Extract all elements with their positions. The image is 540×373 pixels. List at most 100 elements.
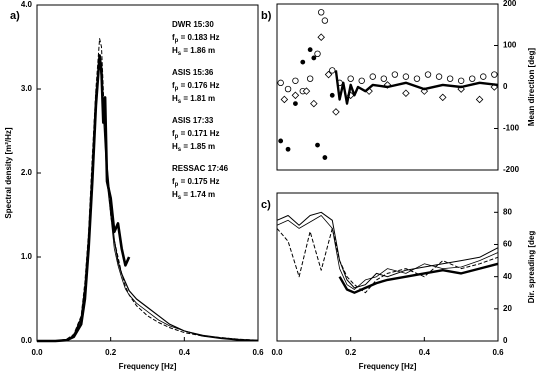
point [302, 87, 311, 95]
data-line [37, 38, 259, 342]
x-tick-label: 0.4 [419, 348, 431, 357]
subscript: p [175, 134, 179, 140]
point [402, 89, 410, 97]
y-tick-label: 200 [503, 0, 517, 8]
point [280, 95, 289, 104]
y-axis-label: Dir. spreading [deg [527, 231, 536, 304]
subscript: s [178, 51, 182, 57]
point [438, 93, 447, 102]
subscript: s [178, 99, 182, 105]
subscript: s [178, 147, 182, 153]
point [329, 92, 335, 98]
subscript: p [175, 38, 179, 44]
y-tick-label: 3.0 [21, 84, 33, 93]
point [314, 50, 321, 57]
x-tick-label: 0.6 [252, 348, 264, 357]
y-tick-label: 20 [503, 304, 512, 313]
point [310, 99, 318, 108]
point [321, 17, 329, 24]
annotation-line: fp = 0.176 Hz [172, 81, 219, 91]
point [369, 73, 376, 80]
y-tick-label: 4.0 [21, 0, 33, 9]
subscript: s [178, 195, 182, 201]
annotation-line: fp = 0.171 Hz [172, 129, 219, 139]
point [322, 155, 328, 160]
x-tick-label: 0.6 [492, 348, 504, 357]
point [358, 77, 365, 84]
x-tick-label: 0.2 [105, 348, 117, 357]
annotation-text: = 1.86 m [181, 46, 215, 55]
point [380, 75, 388, 82]
annotation-text: = 0.176 Hz [178, 81, 219, 90]
x-axis-label: Frequency [Hz] [119, 362, 177, 371]
point [311, 55, 317, 61]
annotation-text: = 1.74 m [181, 190, 215, 199]
point [277, 79, 284, 87]
point [285, 146, 291, 152]
point [402, 73, 410, 80]
y-tick-label: 1.0 [21, 252, 33, 261]
point [306, 75, 314, 82]
panel-label: a) [10, 10, 20, 22]
point [469, 75, 476, 82]
data-line [276, 227, 499, 294]
data-line [37, 63, 259, 342]
y-tick-label: -200 [503, 165, 520, 174]
point [300, 59, 306, 65]
annotation-line: Hs = 1.85 m [172, 142, 215, 152]
symbol: H [172, 46, 178, 55]
y-tick-label: 80 [503, 207, 512, 216]
y-axis-label: Mean direction [deg] [527, 48, 536, 127]
point [292, 77, 299, 84]
point [435, 73, 443, 80]
point [329, 67, 336, 74]
point [307, 47, 313, 53]
point [491, 71, 498, 78]
x-axis-label: Frequency [Hz] [359, 362, 417, 371]
annotation-text: = 0.183 Hz [178, 33, 219, 42]
annotation-line: Hs = 1.86 m [172, 46, 215, 56]
symbol: f [172, 177, 175, 186]
annotation-text: = 1.81 m [181, 94, 215, 103]
point [324, 70, 333, 79]
annotation-title: RESSAC 17:46 [172, 164, 229, 173]
annotation-text: = 1.85 m [181, 142, 215, 151]
point [391, 71, 399, 78]
x-tick-label: 0.0 [31, 348, 43, 357]
point [332, 108, 340, 116]
point [293, 101, 298, 106]
y-axis-label: Spectral density [m²/Hz] [4, 127, 13, 218]
point [315, 142, 320, 148]
data-line [37, 59, 258, 342]
data-line [276, 211, 499, 289]
point [413, 75, 421, 82]
annotation-title: DWR 15:30 [172, 20, 214, 29]
y-tick-label: 0 [503, 82, 508, 91]
point [446, 75, 454, 82]
annotation-text: = 0.175 Hz [178, 177, 219, 186]
symbol: H [172, 142, 178, 151]
panel-label: b) [261, 10, 272, 22]
annotation-line: fp = 0.175 Hz [172, 177, 219, 187]
y-tick-label: 0 [503, 336, 508, 345]
point [291, 91, 300, 100]
data-line [276, 215, 499, 290]
symbol: f [172, 129, 175, 138]
symbol: f [172, 81, 175, 90]
subscript: p [175, 182, 179, 188]
x-tick-label: 0.4 [179, 348, 191, 357]
annotation-line: Hs = 1.81 m [172, 94, 215, 104]
point [457, 77, 465, 84]
point [480, 73, 487, 80]
annotation-text: = 0.171 Hz [178, 129, 219, 138]
point [475, 95, 484, 104]
plot-frame [276, 192, 499, 342]
point [284, 85, 292, 93]
y-tick-label: -100 [503, 124, 520, 133]
y-tick-label: 0.0 [21, 336, 33, 345]
symbol: H [172, 94, 178, 103]
symbol: H [172, 190, 178, 199]
y-tick-label: 60 [503, 240, 512, 249]
data-line [37, 54, 131, 343]
